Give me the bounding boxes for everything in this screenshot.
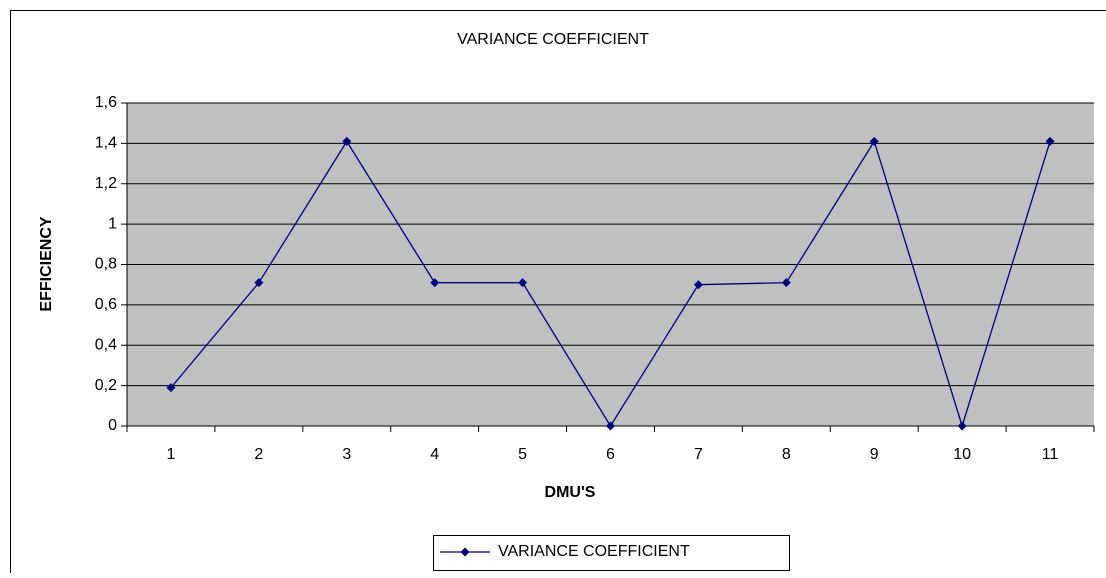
y-axis-label: EFFICIENCY: [38, 216, 55, 311]
x-tick-label: 10: [953, 446, 971, 463]
x-tick-label: 8: [782, 446, 791, 463]
y-tick-label: 1,4: [95, 135, 117, 152]
chart-title: VARIANCE COEFFICIENT: [457, 31, 649, 48]
x-tick-label: 7: [694, 446, 703, 463]
x-tick-label: 2: [254, 446, 263, 463]
x-tick-label: 11: [1042, 446, 1059, 463]
y-tick-label: 1,2: [95, 175, 117, 192]
y-tick-label: 0,6: [95, 296, 117, 313]
y-tick-label: 1,6: [95, 94, 117, 111]
y-tick-label: 0,8: [95, 256, 117, 273]
x-tick-label: 4: [430, 446, 439, 463]
x-tick-label: 5: [518, 446, 527, 463]
x-axis-label: DMU'S: [545, 484, 596, 501]
y-tick-label: 1: [108, 215, 117, 232]
y-tick-label: 0,4: [95, 336, 117, 353]
x-tick-label: 9: [870, 446, 879, 463]
x-tick-label: 6: [606, 446, 615, 463]
legend-label: VARIANCE COEFFICIENT: [498, 543, 690, 560]
y-tick-label: 0,2: [95, 377, 117, 394]
x-tick-label: 3: [342, 446, 351, 463]
y-tick-label: 0: [108, 417, 117, 434]
x-tick-label: 1: [167, 446, 176, 463]
